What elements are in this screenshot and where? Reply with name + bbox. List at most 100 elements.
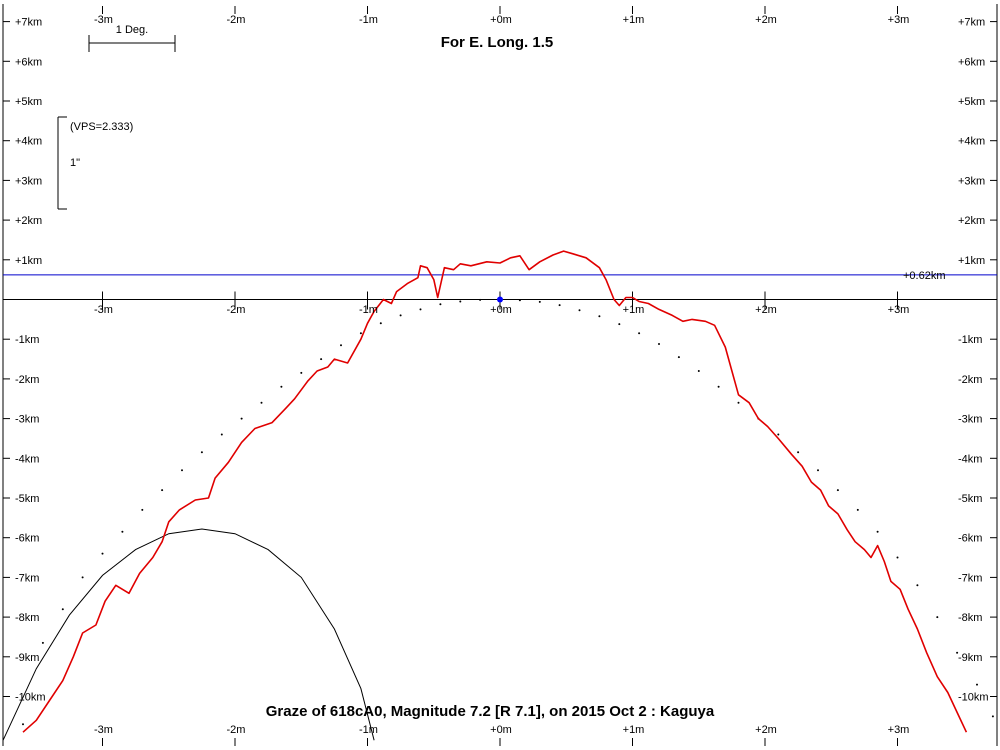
y-tick-label-left: +7km [15, 17, 42, 29]
y-tick-label-left: -4km [15, 453, 39, 465]
mean-limb-dot [240, 417, 243, 420]
mean-limb-dot [121, 530, 124, 533]
mean-limb-dot [856, 508, 859, 511]
mean-limb-dot [817, 469, 819, 472]
x-tick-label-top: +2m [755, 14, 777, 26]
y-tick-label-left: +4km [15, 136, 42, 148]
mean-limb-dot [936, 616, 939, 619]
y-tick-label-right: +6km [958, 56, 985, 68]
x-tick-label-middle: +1m [623, 304, 645, 316]
mean-limb-dot [181, 469, 183, 472]
mean-limb-dot [777, 433, 780, 436]
x-tick-label-top: +0m [490, 14, 512, 26]
curves-layer [2, 250, 994, 741]
y-tick-label-left: -6km [15, 533, 39, 545]
mean-limb-dot [896, 556, 899, 559]
mean-limb-dot [658, 343, 660, 345]
y-tick-label-left: +6km [15, 56, 42, 68]
x-tick-label-top: -2m [227, 14, 246, 26]
limb-profile-line [22, 250, 968, 733]
y-tick-label-right: +3km [958, 175, 985, 187]
y-tick-label-left: -5km [15, 493, 39, 505]
y-tick-label-right: +4km [958, 136, 985, 148]
mean-limb-dot [677, 356, 680, 359]
mean-limb-dot [141, 508, 144, 511]
scale-bar-label: 1 Deg. [116, 24, 148, 36]
y-tick-label-left: +5km [15, 96, 42, 108]
mean-limb-dot [991, 715, 994, 718]
y-tick-label-left: -9km [15, 652, 39, 664]
y-tick-label-left: -1km [15, 334, 39, 346]
mean-limb-dot [320, 358, 323, 361]
axes-layer [2, 4, 998, 746]
mean-limb-dot [976, 683, 978, 686]
mean-limb-dot [578, 309, 581, 312]
y-tick-label-right: -10km [958, 692, 989, 704]
y-tick-label-right: -1km [958, 334, 982, 346]
mean-limb-dot [916, 584, 919, 587]
scale-bar: 1 Deg. [88, 24, 176, 52]
mean-limb-dot [280, 385, 283, 388]
y-tick-label-left: -10km [15, 692, 46, 704]
y-tick-label-right: -9km [958, 652, 982, 664]
y-tick-label-left: +2km [15, 215, 42, 227]
y-tick-label-right: -7km [958, 572, 982, 584]
mean-limb-dot [558, 304, 561, 307]
mean-limb-dot [956, 651, 959, 654]
y-tick-label-left: -3km [15, 414, 39, 426]
labels-layer: +7km +7km +6km +6km +5km +5km +4km +4km +3km +3km… [15, 14, 989, 736]
x-tick-label-middle: -3m [94, 304, 113, 316]
x-tick-label-top: +1m [623, 14, 645, 26]
mean-limb-dot [419, 308, 422, 311]
y-tick-label-right: -2km [958, 374, 982, 386]
x-tick-label-middle: +3m [888, 304, 910, 316]
y-tick-label-right: +1km [958, 255, 985, 267]
mean-limb-dot [300, 371, 303, 374]
y-tick-label-left: +3km [15, 175, 42, 187]
mean-limb-dot [797, 451, 800, 454]
mean-limb-dot [101, 552, 104, 555]
x-tick-label-top: -3m [94, 14, 113, 26]
x-tick-label-middle: -1m [359, 304, 378, 316]
mean-limb-dot [399, 314, 402, 317]
mean-limb-dot [41, 641, 44, 644]
x-tick-label-bottom: -1m [359, 724, 378, 736]
x-tick-label-bottom: -3m [94, 724, 113, 736]
mean-limb-dot [340, 344, 342, 347]
shadow-curve [2, 528, 375, 741]
vps-label: (VPS=2.333) [70, 121, 133, 133]
mean-limb-dot [518, 299, 521, 302]
y-tick-label-left: -8km [15, 612, 39, 624]
y-tick-label-left: -2km [15, 374, 39, 386]
mean-limb-dot [876, 530, 879, 533]
y-tick-label-right: -6km [958, 533, 982, 545]
mean-limb-dot [61, 608, 64, 611]
y-tick-label-right: +2km [958, 215, 985, 227]
mean-limb-dot [717, 385, 720, 388]
x-tick-label-middle: -2m [227, 304, 246, 316]
mean-limb-dot [638, 332, 641, 335]
y-tick-label-right: -5km [958, 493, 982, 505]
mean-limb-dot [81, 576, 84, 579]
x-tick-label-bottom: +3m [888, 724, 910, 736]
y-tick-label-left: -7km [15, 572, 39, 584]
mean-limb-dot [836, 489, 839, 492]
x-tick-label-bottom: -2m [227, 724, 246, 736]
mean-limb-dot [538, 300, 541, 303]
x-tick-label-top: -1m [359, 14, 378, 26]
mean-limb-dot [220, 433, 223, 436]
y-tick-label-right: -3km [958, 414, 982, 426]
mean-limb-dot [200, 451, 203, 454]
mean-limb-dot [439, 303, 442, 306]
x-tick-label-bottom: +2m [755, 724, 777, 736]
mean-limb-dot [22, 723, 24, 726]
y-tick-label-left: +1km [15, 255, 42, 267]
x-tick-label-bottom: +1m [623, 724, 645, 736]
mean-limb-dot [598, 315, 601, 318]
x-tick-label-middle: +2m [755, 304, 777, 316]
mean-limb-dot [618, 323, 621, 326]
vps-unit-label: 1" [70, 157, 80, 169]
mean-limb-dot [737, 401, 740, 404]
mean-limb-dot [379, 322, 382, 325]
